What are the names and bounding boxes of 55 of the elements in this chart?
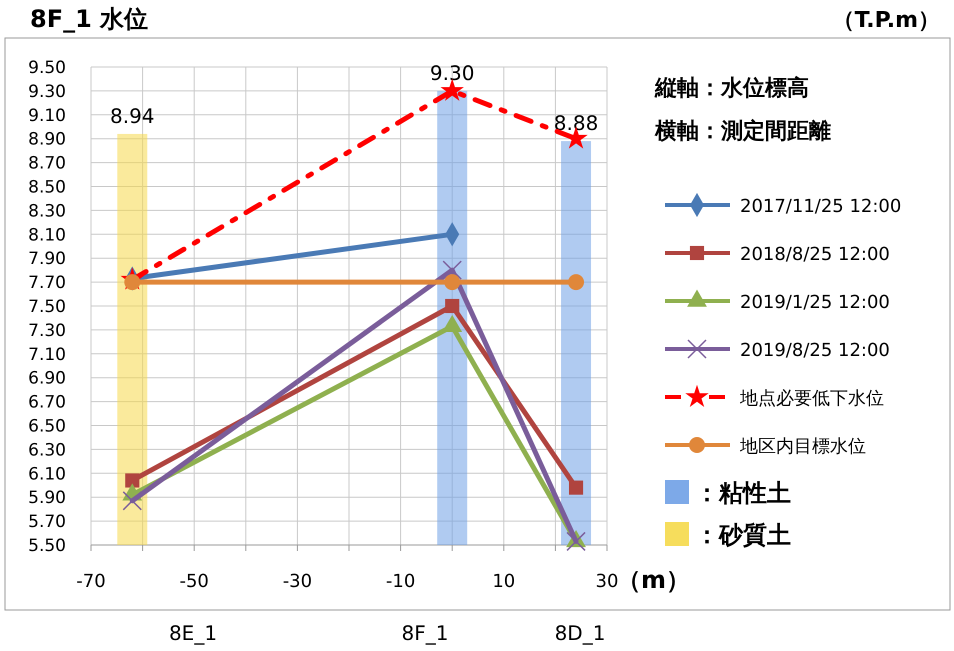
text: 縦軸：水位標高 bbox=[654, 75, 809, 101]
x-tick-label: 10 bbox=[492, 571, 516, 592]
y-tick-label: 7.30 bbox=[28, 320, 66, 341]
point bbox=[122, 491, 142, 511]
y-tick-label: 5.90 bbox=[28, 488, 66, 508]
text: 横軸：測定間距離 bbox=[654, 118, 831, 144]
point bbox=[445, 298, 460, 314]
point bbox=[440, 78, 464, 101]
x-tick-label: -50 bbox=[179, 571, 209, 592]
legend-label: 2019/1/25 12:00 bbox=[740, 292, 890, 313]
y-tick-label: 6.30 bbox=[28, 440, 66, 460]
y-tick-label: 6.70 bbox=[28, 392, 66, 413]
y-tick-label: 8.10 bbox=[28, 225, 66, 246]
legend-label: 地区内目標水位 bbox=[739, 436, 866, 457]
x-tick-label: 30 bbox=[596, 571, 618, 592]
y-tick-label: 7.90 bbox=[28, 249, 66, 270]
y-tick-label: 9.50 bbox=[28, 58, 66, 78]
point bbox=[568, 480, 584, 495]
text: 8F_1 bbox=[402, 621, 448, 645]
y-tick-label: 8.70 bbox=[28, 154, 66, 174]
y-tick-label: 9.30 bbox=[28, 82, 66, 102]
y-tick-label: 6.90 bbox=[28, 368, 66, 389]
y-tick-label: 6.10 bbox=[28, 464, 66, 484]
text: 8D_1 bbox=[554, 621, 606, 645]
chart-title: 8F_1 水位 bbox=[30, 5, 148, 33]
point bbox=[444, 274, 460, 290]
x-tick-label: -10 bbox=[386, 571, 416, 592]
legend-label: 地点必要低下水位 bbox=[739, 388, 884, 409]
legend-label: 2018/8/25 12:00 bbox=[740, 244, 890, 265]
y-tick-label: 7.70 bbox=[28, 273, 66, 294]
y-tick-label: 5.70 bbox=[28, 512, 66, 532]
y-tick-label: 8.90 bbox=[28, 130, 66, 150]
data-label: 8.88 bbox=[554, 111, 598, 136]
data-label: 9.30 bbox=[430, 60, 474, 85]
point bbox=[566, 532, 586, 552]
y-tick-label: 7.10 bbox=[28, 344, 66, 365]
y-tick-label: 8.50 bbox=[28, 178, 66, 198]
legend-label: ：粘性土 bbox=[695, 479, 791, 507]
y-tick-label: 6.50 bbox=[28, 416, 66, 436]
x-axis-title: （m） bbox=[617, 566, 690, 594]
legend-label: 2017/11/25 12:00 bbox=[740, 196, 902, 217]
point bbox=[568, 274, 584, 290]
y-tick-label: 9.10 bbox=[28, 106, 66, 126]
text: （T.P.m） bbox=[832, 8, 940, 33]
y-tick-label: 5.50 bbox=[28, 536, 66, 556]
x-tick-label: -70 bbox=[76, 571, 106, 592]
point bbox=[125, 473, 140, 488]
legend-label: 2019/8/25 12:00 bbox=[740, 340, 890, 361]
x-tick-label: -30 bbox=[282, 571, 312, 592]
text: 8E_1 bbox=[168, 621, 218, 645]
y-tick-label: 8.30 bbox=[28, 201, 66, 222]
legend-label: ：砂質土 bbox=[695, 521, 791, 549]
y-tick-label: 7.50 bbox=[28, 297, 66, 317]
point bbox=[442, 260, 462, 280]
data-label: 8.94 bbox=[110, 104, 155, 128]
